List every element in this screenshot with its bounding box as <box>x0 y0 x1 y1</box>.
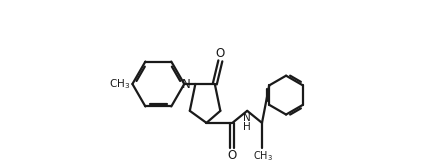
Text: O: O <box>228 149 237 162</box>
Text: O: O <box>216 47 225 60</box>
Text: N: N <box>182 77 191 91</box>
Text: CH$_3$: CH$_3$ <box>253 149 273 163</box>
Text: CH$_3$: CH$_3$ <box>109 77 130 91</box>
Text: N
H: N H <box>243 113 251 132</box>
